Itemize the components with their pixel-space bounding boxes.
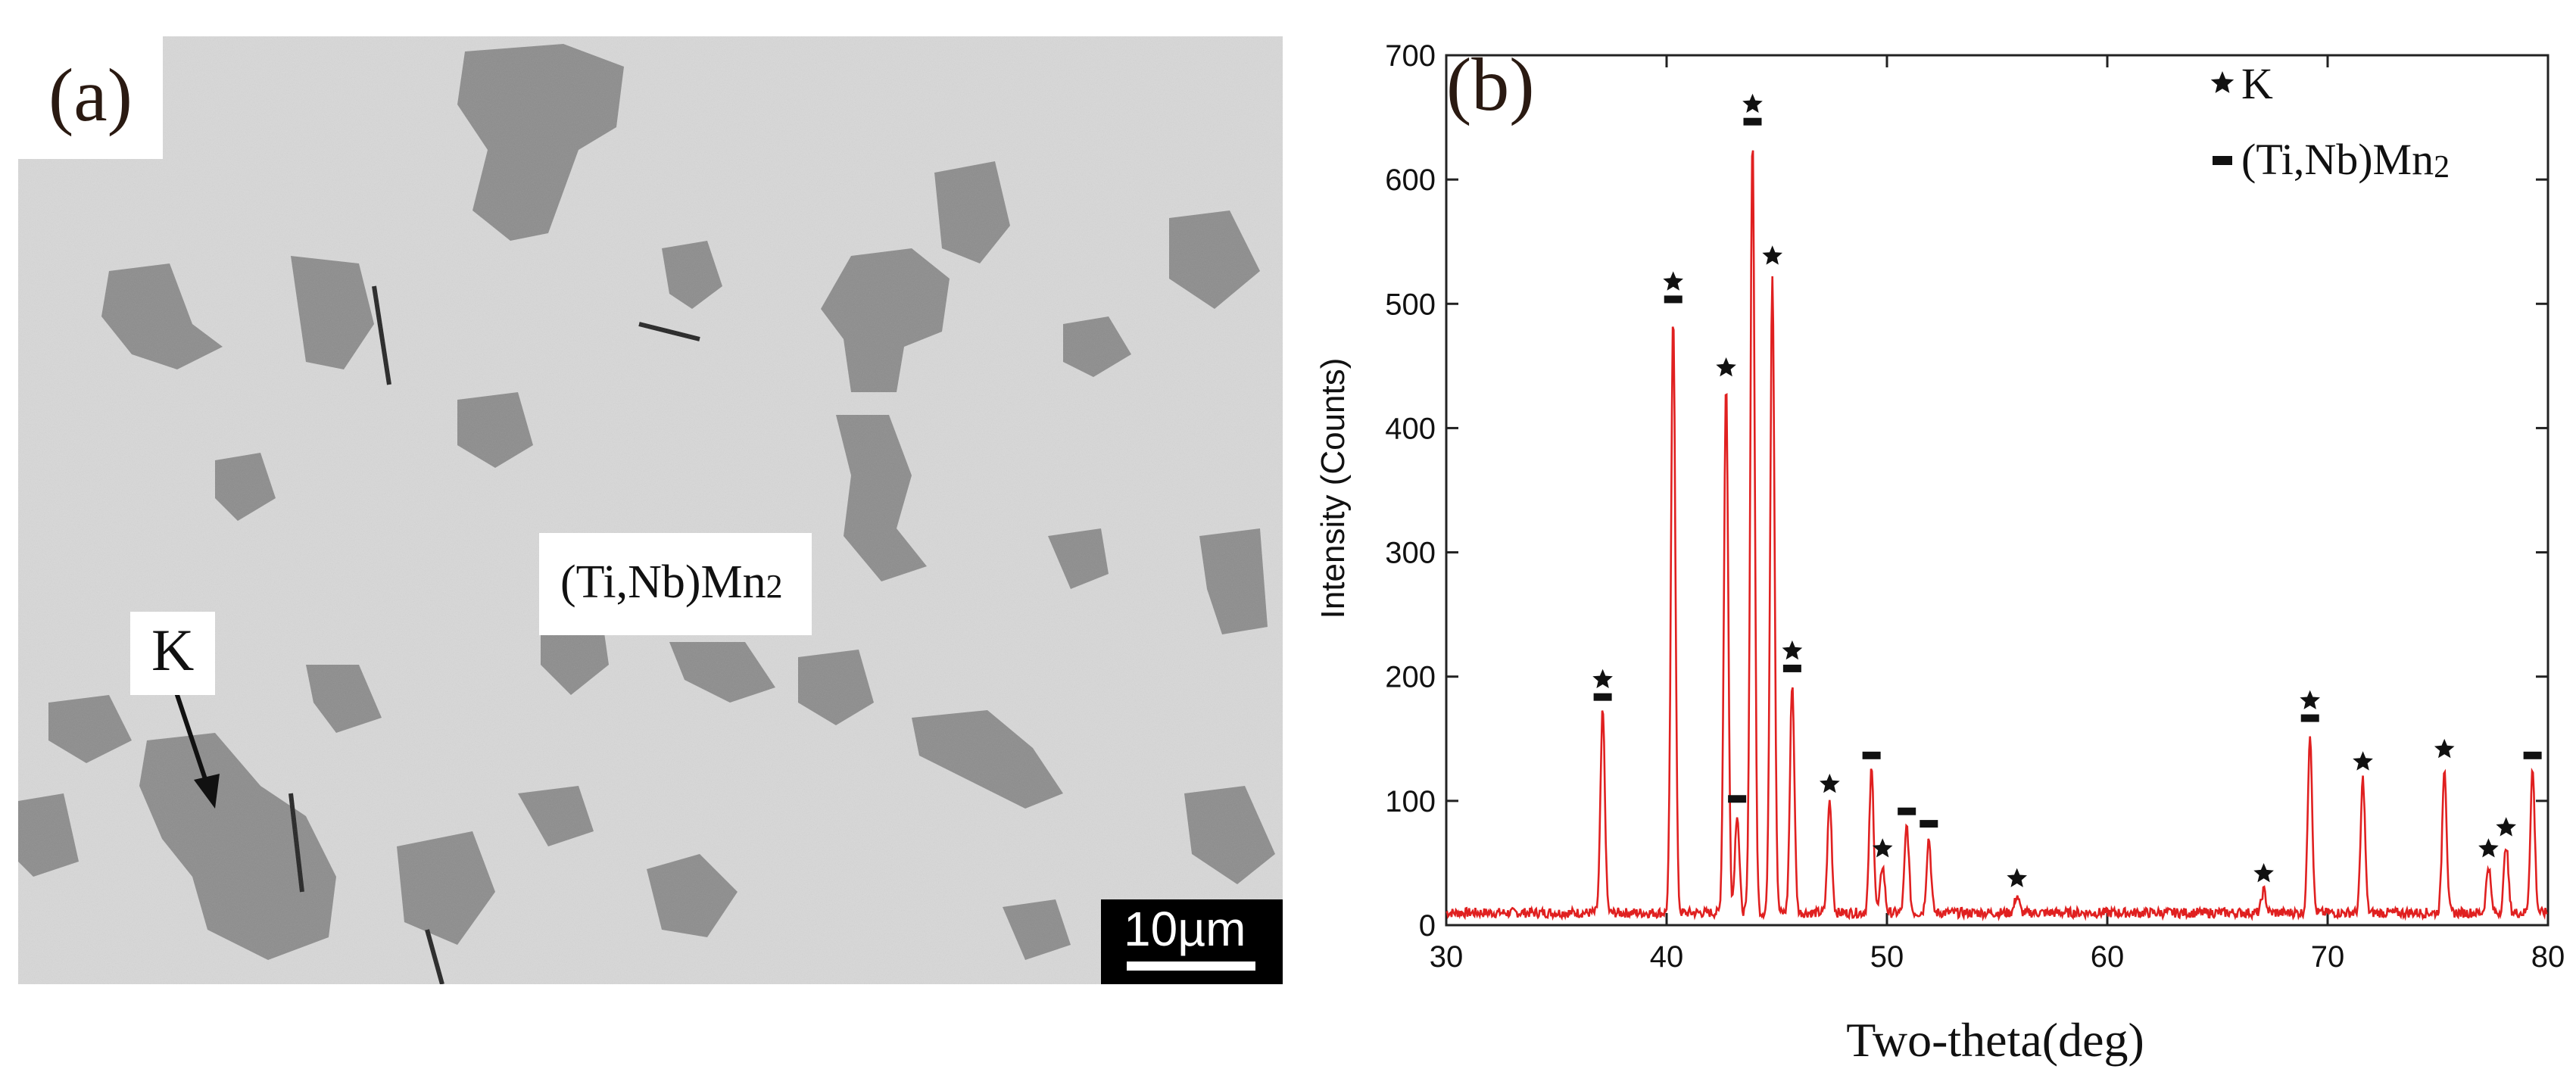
y-tick-label: 500 bbox=[1385, 288, 1436, 321]
y-tick-label: 700 bbox=[1385, 39, 1436, 73]
y-axis: 0 100 200 300 400 500 600 700 bbox=[1385, 39, 2548, 943]
y-tick-label: 200 bbox=[1385, 661, 1436, 694]
tinbmn2-peak-marker bbox=[1898, 807, 1916, 815]
tinbmn2-peak-marker bbox=[1782, 664, 1801, 672]
y-tick-label: 100 bbox=[1385, 785, 1436, 818]
series-layer bbox=[1445, 150, 2548, 921]
x-tick-label: 80 bbox=[2531, 940, 2565, 974]
k-peak-marker bbox=[2434, 738, 2455, 759]
x-tick-label: 40 bbox=[1650, 940, 1684, 974]
x-tick-label: 50 bbox=[1870, 940, 1904, 974]
legend-label-subscript: 2 bbox=[2434, 150, 2450, 185]
phase-callout-subscript: 2 bbox=[766, 568, 783, 605]
k-peak-marker bbox=[1663, 271, 1683, 291]
tinbmn2-phase-callout: (Ti,Nb)Mn2 bbox=[539, 533, 812, 635]
k-peak-marker bbox=[2478, 838, 2499, 858]
k-peak-marker bbox=[1742, 93, 1763, 113]
tinbmn2-peak-marker bbox=[2523, 751, 2542, 759]
k-peak-marker bbox=[1782, 640, 1803, 660]
k-peak-marker bbox=[2300, 690, 2320, 709]
k-peak-marker bbox=[1820, 773, 1840, 793]
tinbmn2-peak-marker bbox=[1728, 795, 1747, 803]
k-peak-marker bbox=[2496, 817, 2516, 837]
micrograph-image bbox=[18, 36, 1283, 984]
legend-label-main: (Ti,Nb)Mn bbox=[2241, 135, 2434, 184]
phase-markers bbox=[1592, 93, 2542, 887]
plot-area bbox=[1445, 54, 2549, 927]
tinbmn2-peak-marker bbox=[1743, 117, 1762, 126]
texture-overlay bbox=[18, 36, 1283, 984]
plot-frame bbox=[1445, 54, 2549, 927]
y-tick-label: 0 bbox=[1419, 909, 1436, 943]
legend-tinbmn2-dash-icon bbox=[2213, 156, 2232, 165]
tinbmn2-peak-marker bbox=[2300, 714, 2319, 722]
phase-callout-main: (Ti,Nb)Mn bbox=[560, 556, 766, 608]
tinbmn2-peak-marker bbox=[1593, 693, 1612, 701]
tinbmn2-peak-marker bbox=[1664, 295, 1683, 304]
legend: K (Ti,Nb)Mn2 bbox=[2210, 59, 2450, 185]
xrd-pattern-line bbox=[1445, 150, 2548, 921]
micrograph-panel: (a) K (Ti,Nb)Mn2 10µm bbox=[18, 36, 1283, 984]
k-peak-marker bbox=[1872, 838, 1893, 858]
legend-label-main: K bbox=[2241, 59, 2273, 108]
k-peak-marker bbox=[2007, 868, 2027, 887]
legend-k-star-icon bbox=[2210, 71, 2235, 93]
x-tick-label: 70 bbox=[2311, 940, 2345, 974]
xrd-chart: 30 40 50 60 70 80 0 100 200 300 400 500 600 700 K (Ti… bbox=[1315, 39, 2565, 1067]
y-tick-label: 400 bbox=[1385, 412, 1436, 445]
k-peak-marker bbox=[2353, 751, 2373, 771]
scale-bar-label: 10µm bbox=[1124, 902, 1246, 956]
x-tick-label: 30 bbox=[1430, 940, 1464, 974]
y-axis-title: Intensity (Counts) bbox=[1315, 358, 1352, 619]
tinbmn2-peak-marker bbox=[1920, 820, 1938, 828]
scale-bar: 10µm bbox=[1101, 899, 1283, 984]
k-peak-marker bbox=[1762, 245, 1782, 265]
x-axis: 30 40 50 60 70 80 bbox=[1430, 55, 2565, 974]
xrd-chart-panel: 30 40 50 60 70 80 0 100 200 300 400 500 600 700 K (Ti… bbox=[1287, 0, 2576, 1069]
tinbmn2-peak-marker bbox=[1862, 751, 1881, 759]
legend-label: K bbox=[2241, 59, 2273, 108]
k-peak-marker bbox=[1716, 357, 1736, 377]
k-peak-marker bbox=[2253, 863, 2274, 883]
x-axis-title: Two-theta(deg) bbox=[1846, 1013, 2144, 1067]
k-phase-callout: K bbox=[130, 612, 216, 695]
callout-arrow bbox=[171, 683, 220, 809]
scale-bar-line bbox=[1127, 961, 1255, 971]
y-tick-label: 300 bbox=[1385, 537, 1436, 570]
panel-a-label: (a) bbox=[18, 36, 163, 159]
panel-b-label: (b) bbox=[1446, 42, 1535, 126]
k-peak-marker bbox=[1592, 669, 1613, 688]
legend-label: (Ti,Nb)Mn2 bbox=[2241, 135, 2450, 185]
y-tick-label: 600 bbox=[1385, 164, 1436, 197]
x-tick-label: 60 bbox=[2091, 940, 2125, 974]
